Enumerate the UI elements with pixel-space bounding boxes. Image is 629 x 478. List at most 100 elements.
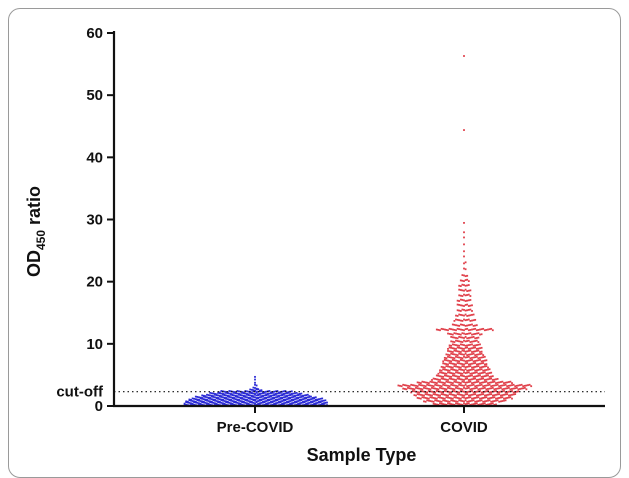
data-point xyxy=(236,392,239,395)
data-point xyxy=(254,383,256,386)
data-point xyxy=(463,55,465,57)
data-point xyxy=(472,350,475,353)
data-point xyxy=(220,395,223,398)
data-point xyxy=(464,399,467,402)
data-point xyxy=(456,365,459,368)
data-point xyxy=(448,346,451,349)
data-point xyxy=(469,384,472,387)
data-point xyxy=(252,398,255,401)
data-point xyxy=(466,365,469,368)
data-point xyxy=(458,300,461,302)
data-point xyxy=(254,402,256,405)
data-point xyxy=(458,319,461,322)
data-point xyxy=(474,371,477,374)
data-point xyxy=(488,375,491,378)
data-point xyxy=(485,384,488,387)
data-point xyxy=(477,336,480,339)
data-point xyxy=(447,371,449,374)
data-point xyxy=(464,383,467,386)
data-point xyxy=(281,396,284,399)
data-point xyxy=(520,387,523,390)
data-point xyxy=(435,403,438,406)
data-point xyxy=(447,355,449,358)
data-point xyxy=(271,397,274,399)
data-point xyxy=(206,393,208,396)
data-point xyxy=(432,393,435,396)
data-point xyxy=(300,398,303,401)
data-point xyxy=(432,400,435,403)
data-point xyxy=(477,353,480,356)
data-point xyxy=(416,391,419,393)
data-point xyxy=(504,387,507,390)
data-point xyxy=(459,336,462,339)
data-point xyxy=(435,388,438,390)
data-point xyxy=(514,393,517,396)
data-point xyxy=(471,319,473,322)
data-point xyxy=(214,393,216,395)
data-point xyxy=(475,369,478,372)
data-point xyxy=(313,400,316,402)
data-point xyxy=(451,333,454,336)
data-point xyxy=(238,402,240,405)
data-point xyxy=(477,372,480,375)
data-point xyxy=(480,346,483,349)
data-point xyxy=(467,280,470,283)
data-point xyxy=(236,395,239,398)
data-point xyxy=(458,375,461,378)
data-point xyxy=(479,374,481,377)
data-point xyxy=(254,375,256,378)
data-point xyxy=(295,394,298,397)
data-point xyxy=(260,398,263,401)
data-point xyxy=(493,384,496,387)
data-point xyxy=(469,353,472,356)
data-point xyxy=(456,356,459,359)
data-point xyxy=(475,396,478,399)
data-point xyxy=(451,351,454,353)
data-point xyxy=(467,355,470,358)
data-point xyxy=(483,369,486,372)
data-point xyxy=(260,389,263,392)
data-point xyxy=(466,299,469,302)
data-point xyxy=(477,332,480,335)
data-point xyxy=(466,371,469,374)
data-point xyxy=(472,378,475,380)
data-point xyxy=(490,393,493,396)
data-point xyxy=(228,395,231,398)
data-point xyxy=(490,387,493,390)
data-point xyxy=(447,379,449,381)
data-point xyxy=(207,400,210,402)
data-point xyxy=(503,382,505,384)
data-point xyxy=(276,398,279,401)
data-point xyxy=(453,353,456,356)
data-point xyxy=(408,385,411,388)
data-point xyxy=(440,371,443,374)
data-point xyxy=(469,314,472,317)
data-point xyxy=(472,328,475,331)
data-point xyxy=(456,340,459,342)
data-point xyxy=(254,396,256,399)
data-point xyxy=(445,378,448,381)
data-point xyxy=(246,402,248,405)
data-point xyxy=(290,398,293,401)
data-point xyxy=(493,378,496,381)
data-point xyxy=(442,372,445,374)
data-point xyxy=(310,400,312,403)
data-point xyxy=(485,365,488,368)
data-point xyxy=(274,396,277,399)
data-point xyxy=(429,384,432,387)
data-point xyxy=(440,381,443,384)
data-point xyxy=(474,350,477,353)
data-point xyxy=(443,368,446,371)
data-point xyxy=(463,243,465,246)
data-point xyxy=(439,396,441,399)
data-point xyxy=(469,380,472,383)
data-point xyxy=(471,368,473,371)
data-point xyxy=(247,396,250,399)
data-point xyxy=(447,329,449,332)
data-point xyxy=(479,382,481,384)
data-point xyxy=(217,397,220,399)
data-point xyxy=(440,393,443,396)
data-point xyxy=(282,402,285,405)
data-point xyxy=(472,313,475,316)
data-point xyxy=(461,279,464,282)
